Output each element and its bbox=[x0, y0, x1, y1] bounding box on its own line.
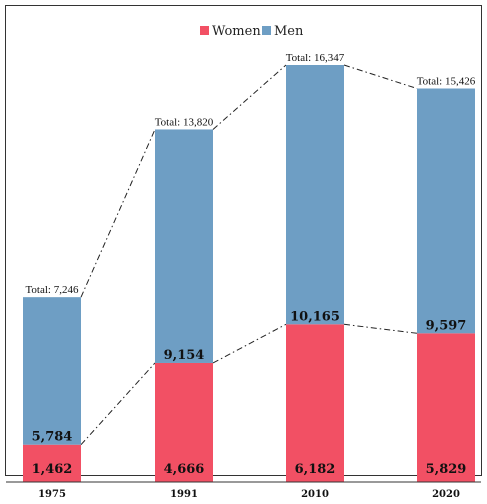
value-label-women-1975: 1,462 bbox=[32, 462, 73, 477]
bar-men-2020 bbox=[417, 88, 475, 334]
connector-total-2 bbox=[343, 64, 418, 89]
tick-label-2010: 2010 bbox=[301, 489, 329, 500]
bar-men-1975 bbox=[23, 297, 81, 445]
connector-total-1 bbox=[212, 64, 287, 130]
value-label-women-1991: 4,666 bbox=[164, 462, 205, 477]
bar-men-1991 bbox=[155, 129, 213, 363]
tick-label-1991: 1991 bbox=[170, 489, 198, 500]
connector-total-0 bbox=[80, 129, 156, 298]
total-label-2020: Total: 15,426 bbox=[417, 75, 476, 87]
bars bbox=[23, 65, 475, 482]
bar-men-2010 bbox=[286, 65, 344, 325]
connector-lines bbox=[80, 64, 418, 446]
bar-women-1975 bbox=[23, 444, 81, 482]
value-label-men-2010: 10,165 bbox=[290, 309, 340, 324]
bar-women-2010 bbox=[286, 324, 344, 482]
total-label-1975: Total: 7,246 bbox=[25, 284, 79, 296]
connector-women-2 bbox=[343, 323, 418, 334]
value-label-men-2020: 9,597 bbox=[426, 318, 467, 333]
tick-label-2020: 2020 bbox=[432, 489, 460, 500]
labels: 1,462 5,784 Total: 7,246 4,666 9,154 Total: 1… bbox=[25, 52, 475, 477]
value-label-men-1975: 5,784 bbox=[32, 430, 73, 445]
legend-swatch-women bbox=[200, 26, 209, 35]
connector-women-0 bbox=[80, 362, 156, 446]
legend: Women Men bbox=[200, 24, 304, 39]
legend-label-men: Men bbox=[274, 24, 304, 39]
connector-women-1 bbox=[212, 323, 287, 364]
bar-women-1991 bbox=[155, 362, 213, 482]
chart-border bbox=[5, 5, 482, 476]
bar-women-2020 bbox=[417, 333, 475, 482]
legend-label-women: Women bbox=[212, 24, 261, 39]
value-label-men-1991: 9,154 bbox=[164, 348, 205, 363]
value-label-women-2010: 6,182 bbox=[295, 462, 336, 477]
total-label-2010: Total: 16,347 bbox=[286, 52, 345, 64]
value-label-women-2020: 5,829 bbox=[426, 462, 467, 477]
tick-label-1975: 1975 bbox=[38, 489, 66, 500]
x-axis-ticks: 1975 1991 2010 2020 bbox=[38, 489, 460, 500]
total-label-1991: Total: 13,820 bbox=[155, 116, 214, 128]
legend-swatch-men bbox=[262, 26, 271, 35]
